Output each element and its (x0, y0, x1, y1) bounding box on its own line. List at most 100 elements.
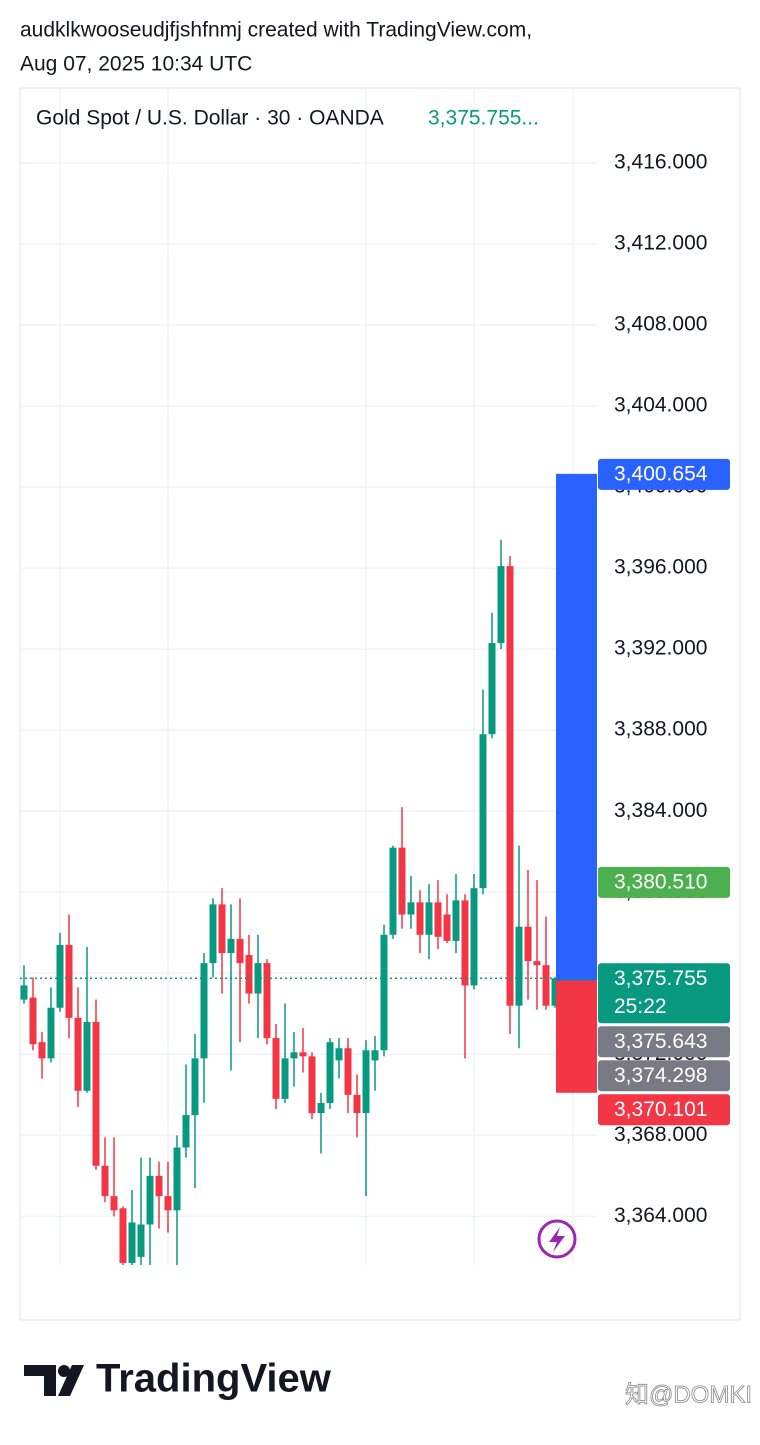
candle-body (146, 1175, 154, 1225)
candle-body (281, 1058, 289, 1099)
candle-body (20, 985, 28, 1000)
brand: TradingView (96, 1357, 332, 1401)
price-label-box (598, 866, 730, 898)
candle-body (362, 1050, 370, 1114)
candle-body (452, 900, 460, 941)
candle-body (182, 1115, 190, 1148)
candle-body (299, 1052, 307, 1057)
candle-body (290, 1052, 298, 1059)
candle-body (389, 847, 397, 935)
x-tick-label: 12:00 (547, 1280, 600, 1303)
price-label: 3,370.101 (614, 1098, 707, 1121)
candle-body (29, 997, 37, 1045)
axis: 3,364.0003,368.0003,372.0003,376.0003,38… (34, 151, 730, 1303)
candle-body (227, 938, 235, 954)
candle-body (56, 944, 64, 1008)
candle-body (542, 965, 550, 1006)
candle-body (83, 1021, 91, 1091)
candle-body (236, 938, 244, 964)
price-label: 3,400.654 (614, 462, 708, 485)
y-tick-label: 3,408.000 (614, 313, 707, 336)
price-label: 3,380.510 (614, 870, 707, 893)
candle-body (461, 900, 469, 986)
candle-body (65, 944, 73, 1018)
candle-body (209, 904, 217, 964)
chart-title: Gold Spot / U.S. Dollar · 30 · OANDA (36, 107, 384, 130)
y-tick-label: 3,396.000 (614, 556, 707, 579)
price-label-box (598, 1026, 730, 1058)
candle-body (524, 926, 532, 962)
candle-body (533, 961, 541, 966)
candle-body (272, 1038, 280, 1099)
candle-body (326, 1042, 334, 1103)
candle-body (515, 926, 523, 1006)
y-tick-label: 3,412.000 (614, 232, 707, 255)
header-date: Aug 07, 2025 10:34 UTC (20, 53, 252, 76)
y-tick-label: 3,404.000 (614, 394, 707, 417)
candle-body (119, 1208, 127, 1263)
candle-body (317, 1102, 325, 1114)
price-label: 3,375.755 (614, 967, 707, 990)
y-tick-label: 3,392.000 (614, 637, 707, 660)
y-tick-label: 3,416.000 (614, 151, 707, 174)
logo (24, 1365, 84, 1396)
x-tick-label: 7 (360, 1280, 372, 1303)
candle-body (38, 1042, 46, 1059)
chart-frame (19, 87, 741, 1321)
candle-body (434, 902, 442, 937)
candle-body (191, 1058, 199, 1116)
candle-body (155, 1175, 163, 1197)
price-label-box (598, 1060, 730, 1092)
candle-body (425, 902, 433, 935)
y-tick-label: 3,384.000 (614, 799, 707, 822)
candle-body (443, 914, 451, 941)
candle-body (497, 566, 505, 644)
y-tick-label: 3,368.000 (614, 1123, 707, 1146)
price-label-box (598, 1094, 730, 1126)
last-price: 3,375.755... (428, 107, 539, 130)
candle-body (470, 888, 478, 986)
y-tick-label: 3,388.000 (614, 718, 707, 741)
candle-body (254, 963, 262, 994)
price-label-box (598, 458, 730, 490)
x-tick-label: 12:00 (142, 1280, 195, 1303)
candle-body (551, 978, 559, 1006)
candle-body (344, 1048, 352, 1095)
candle-body (92, 1021, 100, 1166)
candle-body (164, 1196, 172, 1211)
candle-body (407, 902, 415, 915)
position-stop (556, 980, 597, 1093)
price-label-box (598, 963, 730, 1024)
candle-body (263, 963, 271, 1039)
candle-body (479, 734, 487, 889)
countdown: 25:22 (614, 995, 667, 1018)
candle-body (74, 1017, 82, 1091)
x-tick-label: 06:00 (34, 1280, 87, 1303)
candle-body (398, 847, 406, 915)
header-line: audklkwooseudjfjshfnmj created with Trad… (20, 19, 532, 42)
candle-body (506, 566, 514, 1006)
alert-icon[interactable] (537, 1219, 577, 1259)
candle-body (245, 955, 253, 994)
candle-body (101, 1165, 109, 1197)
candle-body (416, 902, 424, 935)
position-target (556, 473, 597, 981)
candle-body (218, 904, 226, 954)
plot (20, 473, 597, 1265)
candle-body (335, 1048, 343, 1061)
candle-body (200, 963, 208, 1059)
price-label: 3,375.643 (614, 1030, 707, 1053)
candle-body (371, 1050, 379, 1061)
candle-body (488, 643, 496, 735)
candle-body (110, 1196, 118, 1211)
candle-body (380, 934, 388, 1051)
y-tick-label: 3,364.000 (614, 1204, 707, 1227)
candle-body (128, 1222, 136, 1263)
watermark: 知@DOMKI (625, 1381, 752, 1408)
price-label: 3,374.298 (614, 1064, 707, 1087)
candle-body (47, 1007, 55, 1059)
x-tick-label: 06:00 (448, 1280, 501, 1303)
candle-body (353, 1094, 361, 1114)
candle-body (173, 1147, 181, 1211)
